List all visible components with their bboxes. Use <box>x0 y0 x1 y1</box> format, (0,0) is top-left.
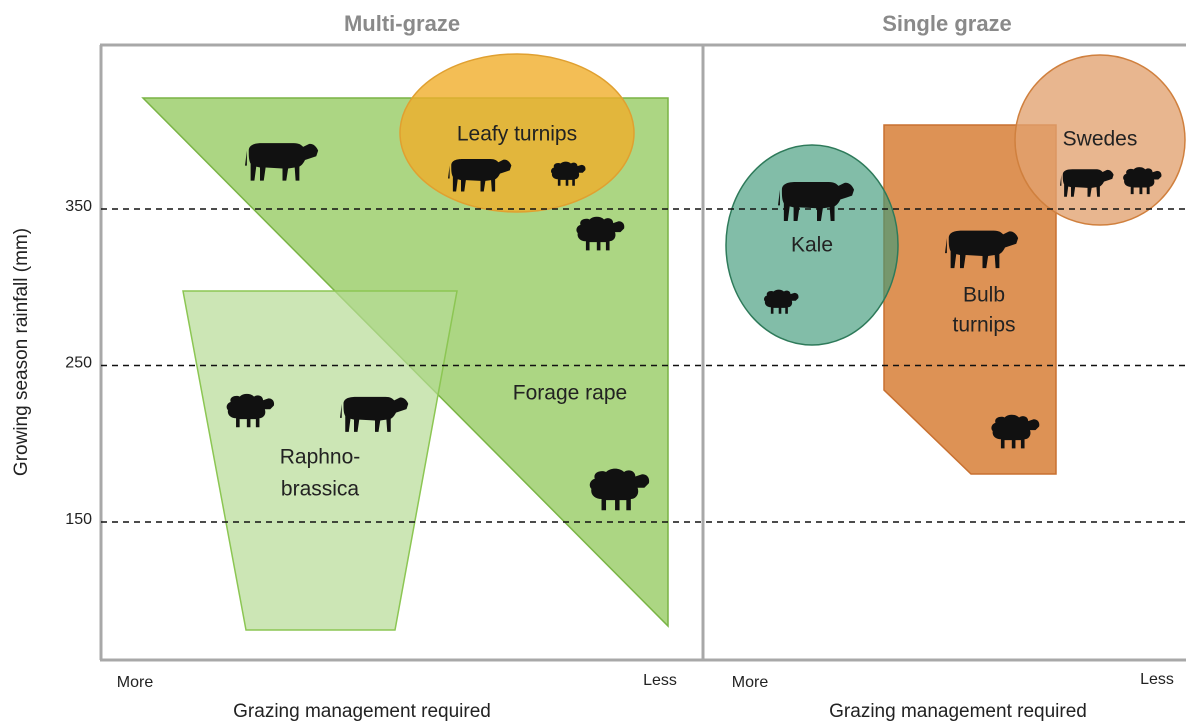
y-tick-label: 150 <box>65 511 92 528</box>
x-end-label: More <box>732 674 769 691</box>
region-label: Bulb <box>963 284 1005 307</box>
x-end-label: Less <box>643 672 677 689</box>
frame <box>99 43 1186 662</box>
y-axis-label: Growing season rainfall (mm) <box>11 228 32 476</box>
region-label: Leafy turnips <box>457 123 577 146</box>
panel-title: Multi-graze <box>344 11 460 36</box>
region-label: turnips <box>952 314 1015 337</box>
x-axis-label: Grazing management required <box>829 701 1087 722</box>
raphno-brassica-area <box>182 290 458 631</box>
panel-title: Single graze <box>882 11 1012 36</box>
region-label: brassica <box>281 478 360 501</box>
region-label: Forage rape <box>513 382 627 405</box>
region-label: Raphno- <box>280 446 361 469</box>
region-label: Swedes <box>1063 128 1138 151</box>
y-ticks: 350 250 150 <box>65 198 1186 528</box>
x-end-label: Less <box>1140 671 1174 688</box>
x-end-label: More <box>117 674 154 691</box>
x-axis-label: Grazing management required <box>233 701 491 722</box>
y-tick-label: 250 <box>65 355 92 372</box>
y-tick-label: 350 <box>65 198 92 215</box>
region-label: Kale <box>791 234 833 257</box>
